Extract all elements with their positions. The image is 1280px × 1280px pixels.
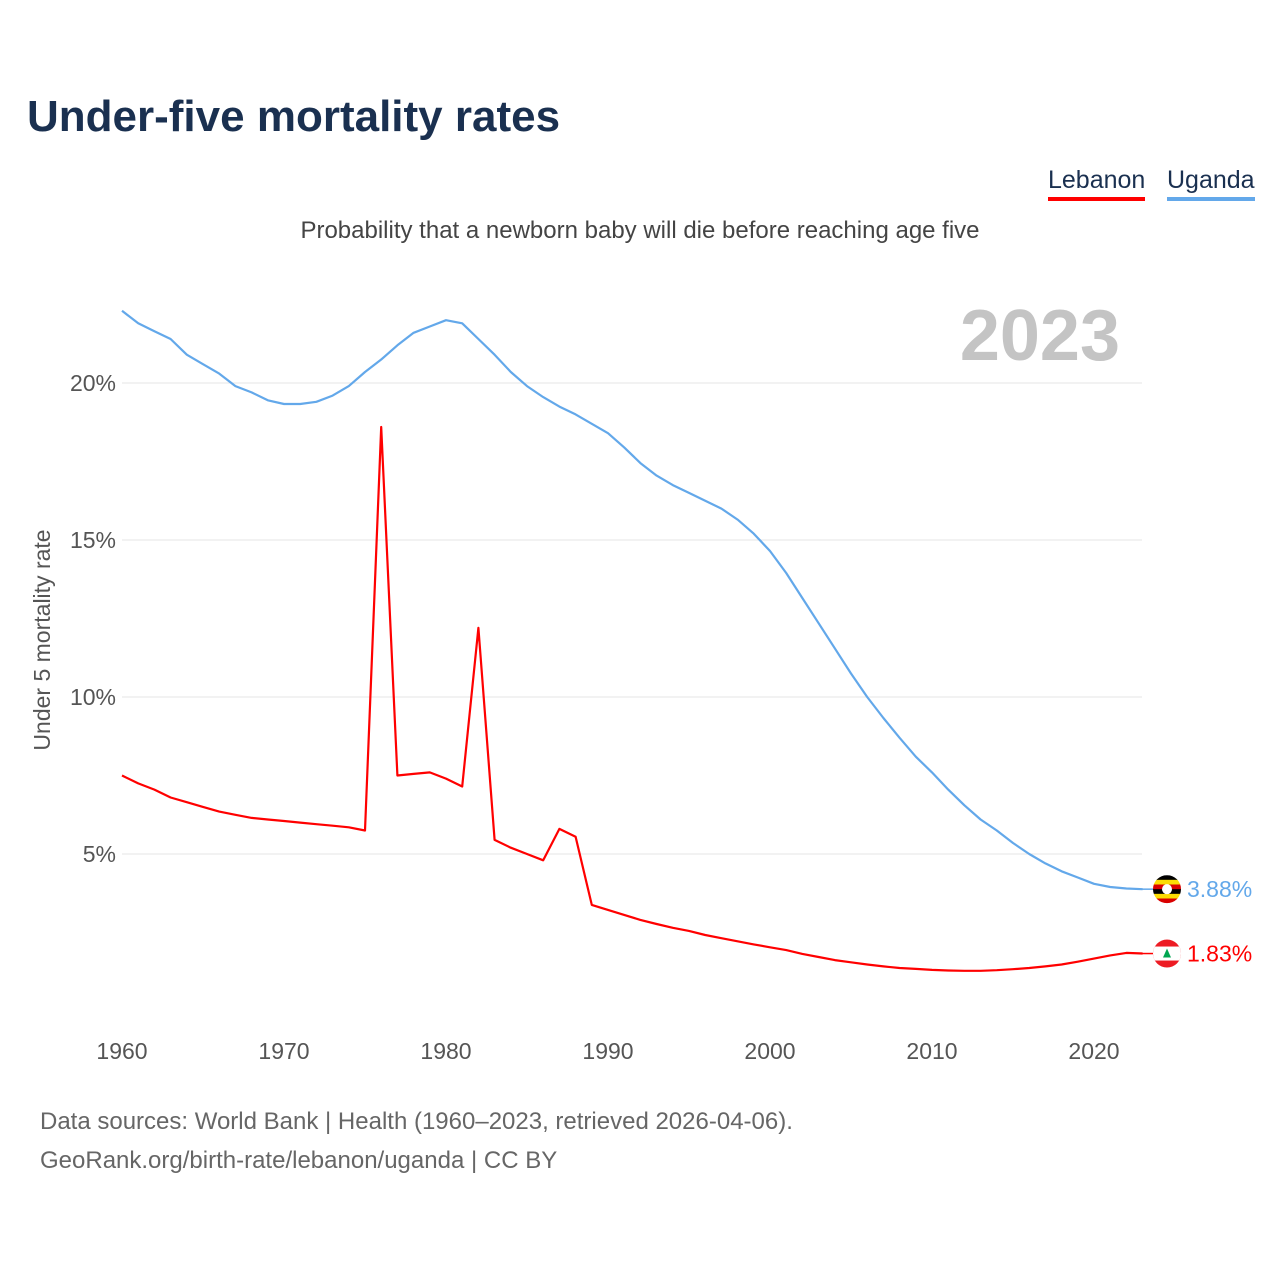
- flag-stripe: [1153, 879, 1181, 886]
- x-tick-label: 2010: [906, 1038, 957, 1064]
- x-tick-label: 1960: [96, 1038, 147, 1064]
- flag-stripe: [1153, 875, 1181, 881]
- y-tick-label: 5%: [83, 841, 116, 867]
- x-tick-label: 1980: [420, 1038, 471, 1064]
- x-tick-label: 1990: [582, 1038, 633, 1064]
- flag-emblem: [1162, 884, 1172, 895]
- end-value-label: 3.88%: [1187, 876, 1252, 902]
- y-tick-label: 15%: [70, 527, 116, 553]
- flag-cedar: [1163, 948, 1171, 958]
- legend-item-uganda[interactable]: Uganda: [1167, 166, 1255, 201]
- chart-title: Under-five mortality rates: [27, 92, 561, 141]
- legend-item-lebanon[interactable]: Lebanon: [1048, 166, 1146, 201]
- x-tick-label: 2020: [1068, 1038, 1119, 1064]
- y-tick-label: 10%: [70, 684, 116, 710]
- series-line-uganda: [121, 309, 1143, 891]
- footer-link[interactable]: GeoRank.org/birth-rate/lebanon/uganda | …: [40, 1147, 558, 1174]
- end-value-label: 1.83%: [1187, 941, 1252, 967]
- y-tick-label: 20%: [70, 370, 116, 396]
- flag-stripe: [1153, 893, 1181, 900]
- x-tick-label: 2000: [744, 1038, 795, 1064]
- x-tick-label: 1970: [258, 1038, 309, 1064]
- year-label: 2023: [960, 296, 1120, 376]
- uganda-flag-icon: [1153, 875, 1181, 904]
- lebanon-flag-icon: [1153, 939, 1181, 968]
- chart-subtitle: Probability that a newborn baby will die…: [300, 217, 980, 244]
- series-line-lebanon: [121, 425, 1143, 972]
- flag-stripe: [1153, 898, 1181, 904]
- footer-sources: Data sources: World Bank | Health (1960–…: [40, 1108, 793, 1135]
- y-axis-label: Under 5 mortality rate: [29, 529, 55, 750]
